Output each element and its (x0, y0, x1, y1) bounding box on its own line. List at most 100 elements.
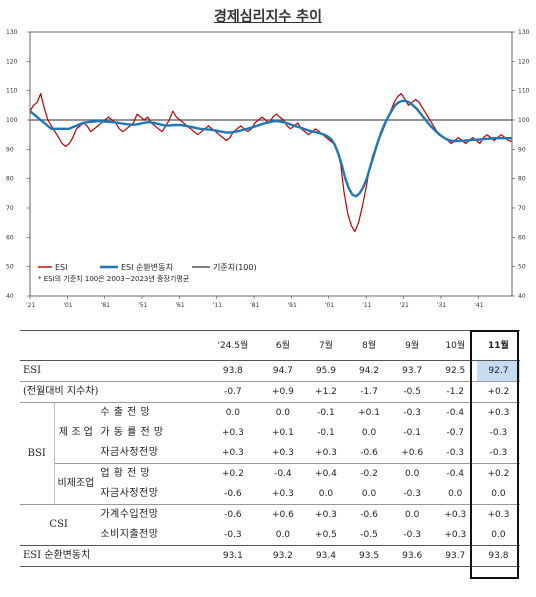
table-row-non1: 비제조업 업 황 전 망 +0.2 -0.4 +0.4 -0.2 0.0 -0.… (20, 463, 520, 505)
x-tick-label: '31 (437, 302, 446, 309)
cell: -0.6 (360, 448, 378, 458)
cell: +0.2 (476, 463, 520, 484)
x-tick-label: '11 (213, 302, 222, 309)
y-tick-label-right: 70 (518, 205, 526, 212)
table-row-esi-change: (전월대비 지수차) -0.7 +0.9 +1.2 -1.7 -0.5 -1.2… (20, 381, 520, 403)
cell: 0.0 (491, 489, 506, 499)
cell: 0.0 (361, 489, 377, 499)
cell: 94.2 (347, 360, 391, 382)
col-header-3: 7월 (304, 330, 348, 361)
cell: +0.1 (347, 402, 391, 423)
cell: -0.3 (489, 448, 508, 458)
cell: -0.5 (390, 381, 434, 403)
cell: 93.8 (476, 545, 520, 567)
y-tick-label-right: 100 (518, 117, 530, 124)
row-group-nonmfg: 비제조업 (53, 463, 98, 505)
series-esi-cycle-line (29, 99, 512, 198)
row-group-bsi: BSI (20, 402, 54, 505)
cell: -0.3 (390, 402, 434, 423)
y-tick-label-right: 80 (518, 176, 526, 183)
cell: 95.9 (304, 360, 348, 382)
cell: +0.3 (476, 402, 520, 423)
legend-label-esi: ESI (55, 263, 68, 272)
cell: 93.7 (433, 545, 477, 567)
cell: 93.8 (204, 360, 262, 382)
cell: 93.7 (390, 360, 434, 382)
table-row-csi1: CSI 가계수입전망 -0.6 +0.6 +0.3 -0.6 0.0 +0.3 … (20, 504, 520, 546)
header-blank (20, 330, 205, 361)
cell: +0.3 (304, 504, 348, 525)
cell: +0.3 (315, 448, 337, 458)
cell: 0.0 (448, 489, 463, 499)
table-header-row: '24.5월 6월 7월 8월 9월 10월 11월 (20, 330, 520, 361)
cell: -0.1 (317, 428, 335, 438)
cell: -1.2 (433, 381, 477, 403)
y-tick-label-left: 50 (6, 264, 14, 271)
x-tick-label: '21 (400, 302, 409, 309)
x-tick-label: '91 (287, 302, 296, 309)
cell: +0.5 (315, 530, 337, 540)
cell: 93.5 (347, 545, 391, 567)
plot-frame (29, 31, 513, 297)
row-label-non2: 자금사정전망 (100, 488, 159, 499)
row-label-mfg2: 가 동 률 전 망 (100, 427, 164, 438)
cell: +0.3 (476, 504, 520, 525)
cell: -0.3 (446, 448, 465, 458)
table-row-mfg1: BSI 제 조 업 수 출 전 망 0.0 0.0 -0.1 +0.1 -0.3… (20, 402, 520, 505)
cell: +0.3 (433, 504, 477, 525)
table-row-csi2: 소비지출전망 -0.3 0.0 +0.5 -0.5 -0.3 +0.3 0.0 (20, 525, 520, 546)
y-tick-label-right: 110 (518, 88, 530, 95)
x-tick-label: '51 (138, 302, 147, 309)
row-label-csi2: 소비지출전망 (100, 529, 159, 540)
col-header-2: 6월 (261, 330, 305, 361)
cell: 0.0 (361, 428, 377, 438)
row-group-mfg: 제 조 업 (53, 402, 98, 464)
col-header-1: '24.5월 (204, 330, 262, 361)
cell-highlight: 92.7 (476, 360, 520, 382)
row-label-mfg3: 자금사정전망 (100, 447, 159, 458)
col-header-6: 10월 (433, 330, 477, 361)
cell: +0.2 (476, 381, 520, 403)
chart-title: 경제심리지수 추이 (214, 9, 322, 25)
cell: -0.3 (403, 530, 421, 540)
legend-label-base: 기준치(100) (213, 263, 257, 272)
y-tick-label-left: 110 (6, 88, 18, 95)
cell: 0.0 (318, 489, 334, 499)
cell: +0.1 (271, 428, 294, 438)
cell: 94.7 (261, 360, 305, 382)
y-tick-label-right: 120 (518, 58, 530, 65)
y-tick-label-left: 80 (6, 176, 14, 183)
col-header-7: 11월 (476, 330, 520, 361)
y-tick-label-left: 60 (6, 234, 14, 241)
x-tick-label: '21 (26, 302, 35, 309)
cell: -0.2 (347, 463, 391, 484)
y-tick-label-left: 100 (6, 117, 18, 124)
y-tick-label-left: 130 (6, 29, 18, 36)
table-row-esi: ESI 93.8 94.7 95.9 94.2 93.7 92.5 92.7 (20, 360, 520, 382)
cell: +0.3 (271, 448, 294, 458)
cell: -0.1 (304, 402, 348, 423)
row-label-cycle: ESI 순환변동치 (20, 545, 205, 567)
cell: -0.6 (347, 504, 391, 525)
x-tick-label: '01 (63, 302, 72, 309)
cell: +0.3 (271, 489, 294, 499)
x-tick-label: '11 (362, 302, 371, 309)
cell: 0.0 (390, 504, 434, 525)
y-tick-label-right: 90 (518, 146, 526, 153)
esi-line-chart: 40 40 50 50 60 60 70 70 80 80 90 90 100 100 110 110 120 1… (6, 29, 530, 309)
cell: 0.0 (491, 530, 506, 540)
cell: -0.3 (224, 530, 242, 540)
cell: -0.3 (489, 428, 508, 438)
y-tick-label-right: 50 (518, 264, 526, 271)
cell: 0.0 (261, 402, 305, 423)
cell: -0.6 (204, 504, 262, 525)
row-label-non1: 업 황 전 망 (97, 463, 205, 484)
cell: -0.4 (433, 463, 477, 484)
row-label-esi: ESI (20, 360, 205, 382)
cell: 0.0 (390, 463, 434, 484)
table-row-mfg2: 가 동 률 전 망 +0.3 +0.1 -0.1 0.0 -0.1 -0.7 -… (20, 423, 520, 443)
row-group-csi: CSI (20, 504, 98, 546)
cell: 93.6 (390, 545, 434, 567)
cell: -0.6 (224, 489, 242, 499)
cell: -0.1 (403, 428, 421, 438)
